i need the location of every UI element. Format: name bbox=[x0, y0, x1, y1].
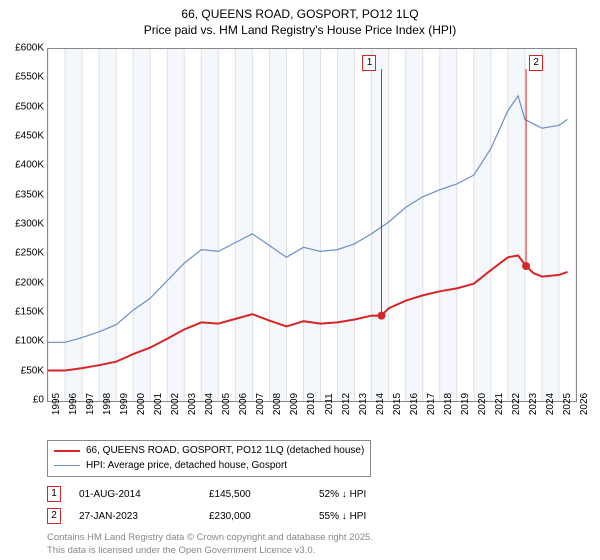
x-tick-label: 1995 bbox=[51, 393, 62, 415]
x-tick-label: 2000 bbox=[136, 393, 147, 415]
x-tick-label: 1996 bbox=[68, 393, 79, 415]
x-tick-label: 2003 bbox=[187, 393, 198, 415]
x-tick-label: 2023 bbox=[528, 393, 539, 415]
sale-date-2: 27-JAN-2023 bbox=[79, 511, 209, 522]
y-tick-label: £100K bbox=[2, 336, 44, 347]
x-tick-label: 2020 bbox=[477, 393, 488, 415]
plot-svg bbox=[48, 49, 576, 401]
sale-row-2: 2 27-JAN-2023 £230,000 55% ↓ HPI bbox=[47, 508, 366, 524]
x-tick-label: 2025 bbox=[562, 393, 573, 415]
y-tick-label: £350K bbox=[2, 189, 44, 200]
legend-swatch bbox=[54, 450, 80, 452]
y-tick-label: £50K bbox=[2, 365, 44, 376]
x-tick-label: 2014 bbox=[375, 393, 386, 415]
sale-row-1: 1 01-AUG-2014 £145,500 52% ↓ HPI bbox=[47, 486, 366, 502]
x-tick-label: 2018 bbox=[443, 393, 454, 415]
x-tick-label: 2012 bbox=[341, 393, 352, 415]
legend: 66, QUEENS ROAD, GOSPORT, PO12 1LQ (deta… bbox=[47, 440, 371, 477]
x-tick-label: 2007 bbox=[255, 393, 266, 415]
title-line-1: 66, QUEENS ROAD, GOSPORT, PO12 1LQ bbox=[0, 6, 600, 22]
x-tick-label: 1997 bbox=[85, 393, 96, 415]
marker-box-2: 2 bbox=[529, 55, 543, 71]
x-tick-label: 2001 bbox=[153, 393, 164, 415]
x-tick-label: 2009 bbox=[289, 393, 300, 415]
title-line-2: Price paid vs. HM Land Registry's House … bbox=[0, 22, 600, 38]
x-tick-label: 2011 bbox=[324, 393, 335, 415]
x-tick-label: 2015 bbox=[392, 393, 403, 415]
x-tick-label: 2021 bbox=[494, 393, 505, 415]
sale-marker-1: 1 bbox=[47, 486, 61, 502]
x-tick-label: 2024 bbox=[545, 393, 556, 415]
legend-row: HPI: Average price, detached house, Gosp… bbox=[54, 459, 364, 474]
footer-line-1: Contains HM Land Registry data © Crown c… bbox=[47, 532, 373, 544]
y-tick-label: £200K bbox=[2, 277, 44, 288]
sale-pct-2: 55% ↓ HPI bbox=[319, 511, 366, 522]
sale-marker-2: 2 bbox=[47, 508, 61, 524]
x-tick-label: 2005 bbox=[221, 393, 232, 415]
x-tick-label: 2010 bbox=[306, 393, 317, 415]
y-tick-label: £600K bbox=[2, 43, 44, 54]
y-tick-label: £0 bbox=[2, 395, 44, 406]
x-tick-label: 2016 bbox=[409, 393, 420, 415]
footer-line-2: This data is licensed under the Open Gov… bbox=[47, 545, 373, 557]
sale-price-2: £230,000 bbox=[209, 511, 319, 522]
chart-container: 66, QUEENS ROAD, GOSPORT, PO12 1LQ Price… bbox=[0, 0, 600, 560]
plot-area bbox=[47, 48, 577, 402]
x-tick-label: 1998 bbox=[102, 393, 113, 415]
marker-box-1: 1 bbox=[362, 55, 376, 71]
x-tick-label: 1999 bbox=[119, 393, 130, 415]
x-tick-label: 2019 bbox=[460, 393, 471, 415]
sale-price-1: £145,500 bbox=[209, 489, 319, 500]
sale-pct-1: 52% ↓ HPI bbox=[319, 489, 366, 500]
legend-label: HPI: Average price, detached house, Gosp… bbox=[86, 459, 287, 474]
legend-swatch bbox=[54, 465, 80, 466]
sale-date-1: 01-AUG-2014 bbox=[79, 489, 209, 500]
footer: Contains HM Land Registry data © Crown c… bbox=[47, 532, 373, 557]
y-tick-label: £400K bbox=[2, 160, 44, 171]
legend-row: 66, QUEENS ROAD, GOSPORT, PO12 1LQ (deta… bbox=[54, 444, 364, 459]
y-tick-label: £300K bbox=[2, 219, 44, 230]
x-tick-label: 2008 bbox=[272, 393, 283, 415]
x-tick-label: 2022 bbox=[511, 393, 522, 415]
x-tick-label: 2004 bbox=[204, 393, 215, 415]
x-tick-label: 2013 bbox=[358, 393, 369, 415]
y-tick-label: £250K bbox=[2, 248, 44, 259]
y-tick-label: £450K bbox=[2, 131, 44, 142]
y-tick-label: £550K bbox=[2, 72, 44, 83]
x-tick-label: 2006 bbox=[238, 393, 249, 415]
x-tick-label: 2026 bbox=[579, 393, 590, 415]
y-tick-label: £500K bbox=[2, 101, 44, 112]
y-tick-label: £150K bbox=[2, 307, 44, 318]
x-tick-label: 2017 bbox=[426, 393, 437, 415]
legend-label: 66, QUEENS ROAD, GOSPORT, PO12 1LQ (deta… bbox=[86, 444, 364, 459]
x-tick-label: 2002 bbox=[170, 393, 181, 415]
title-block: 66, QUEENS ROAD, GOSPORT, PO12 1LQ Price… bbox=[0, 0, 600, 38]
